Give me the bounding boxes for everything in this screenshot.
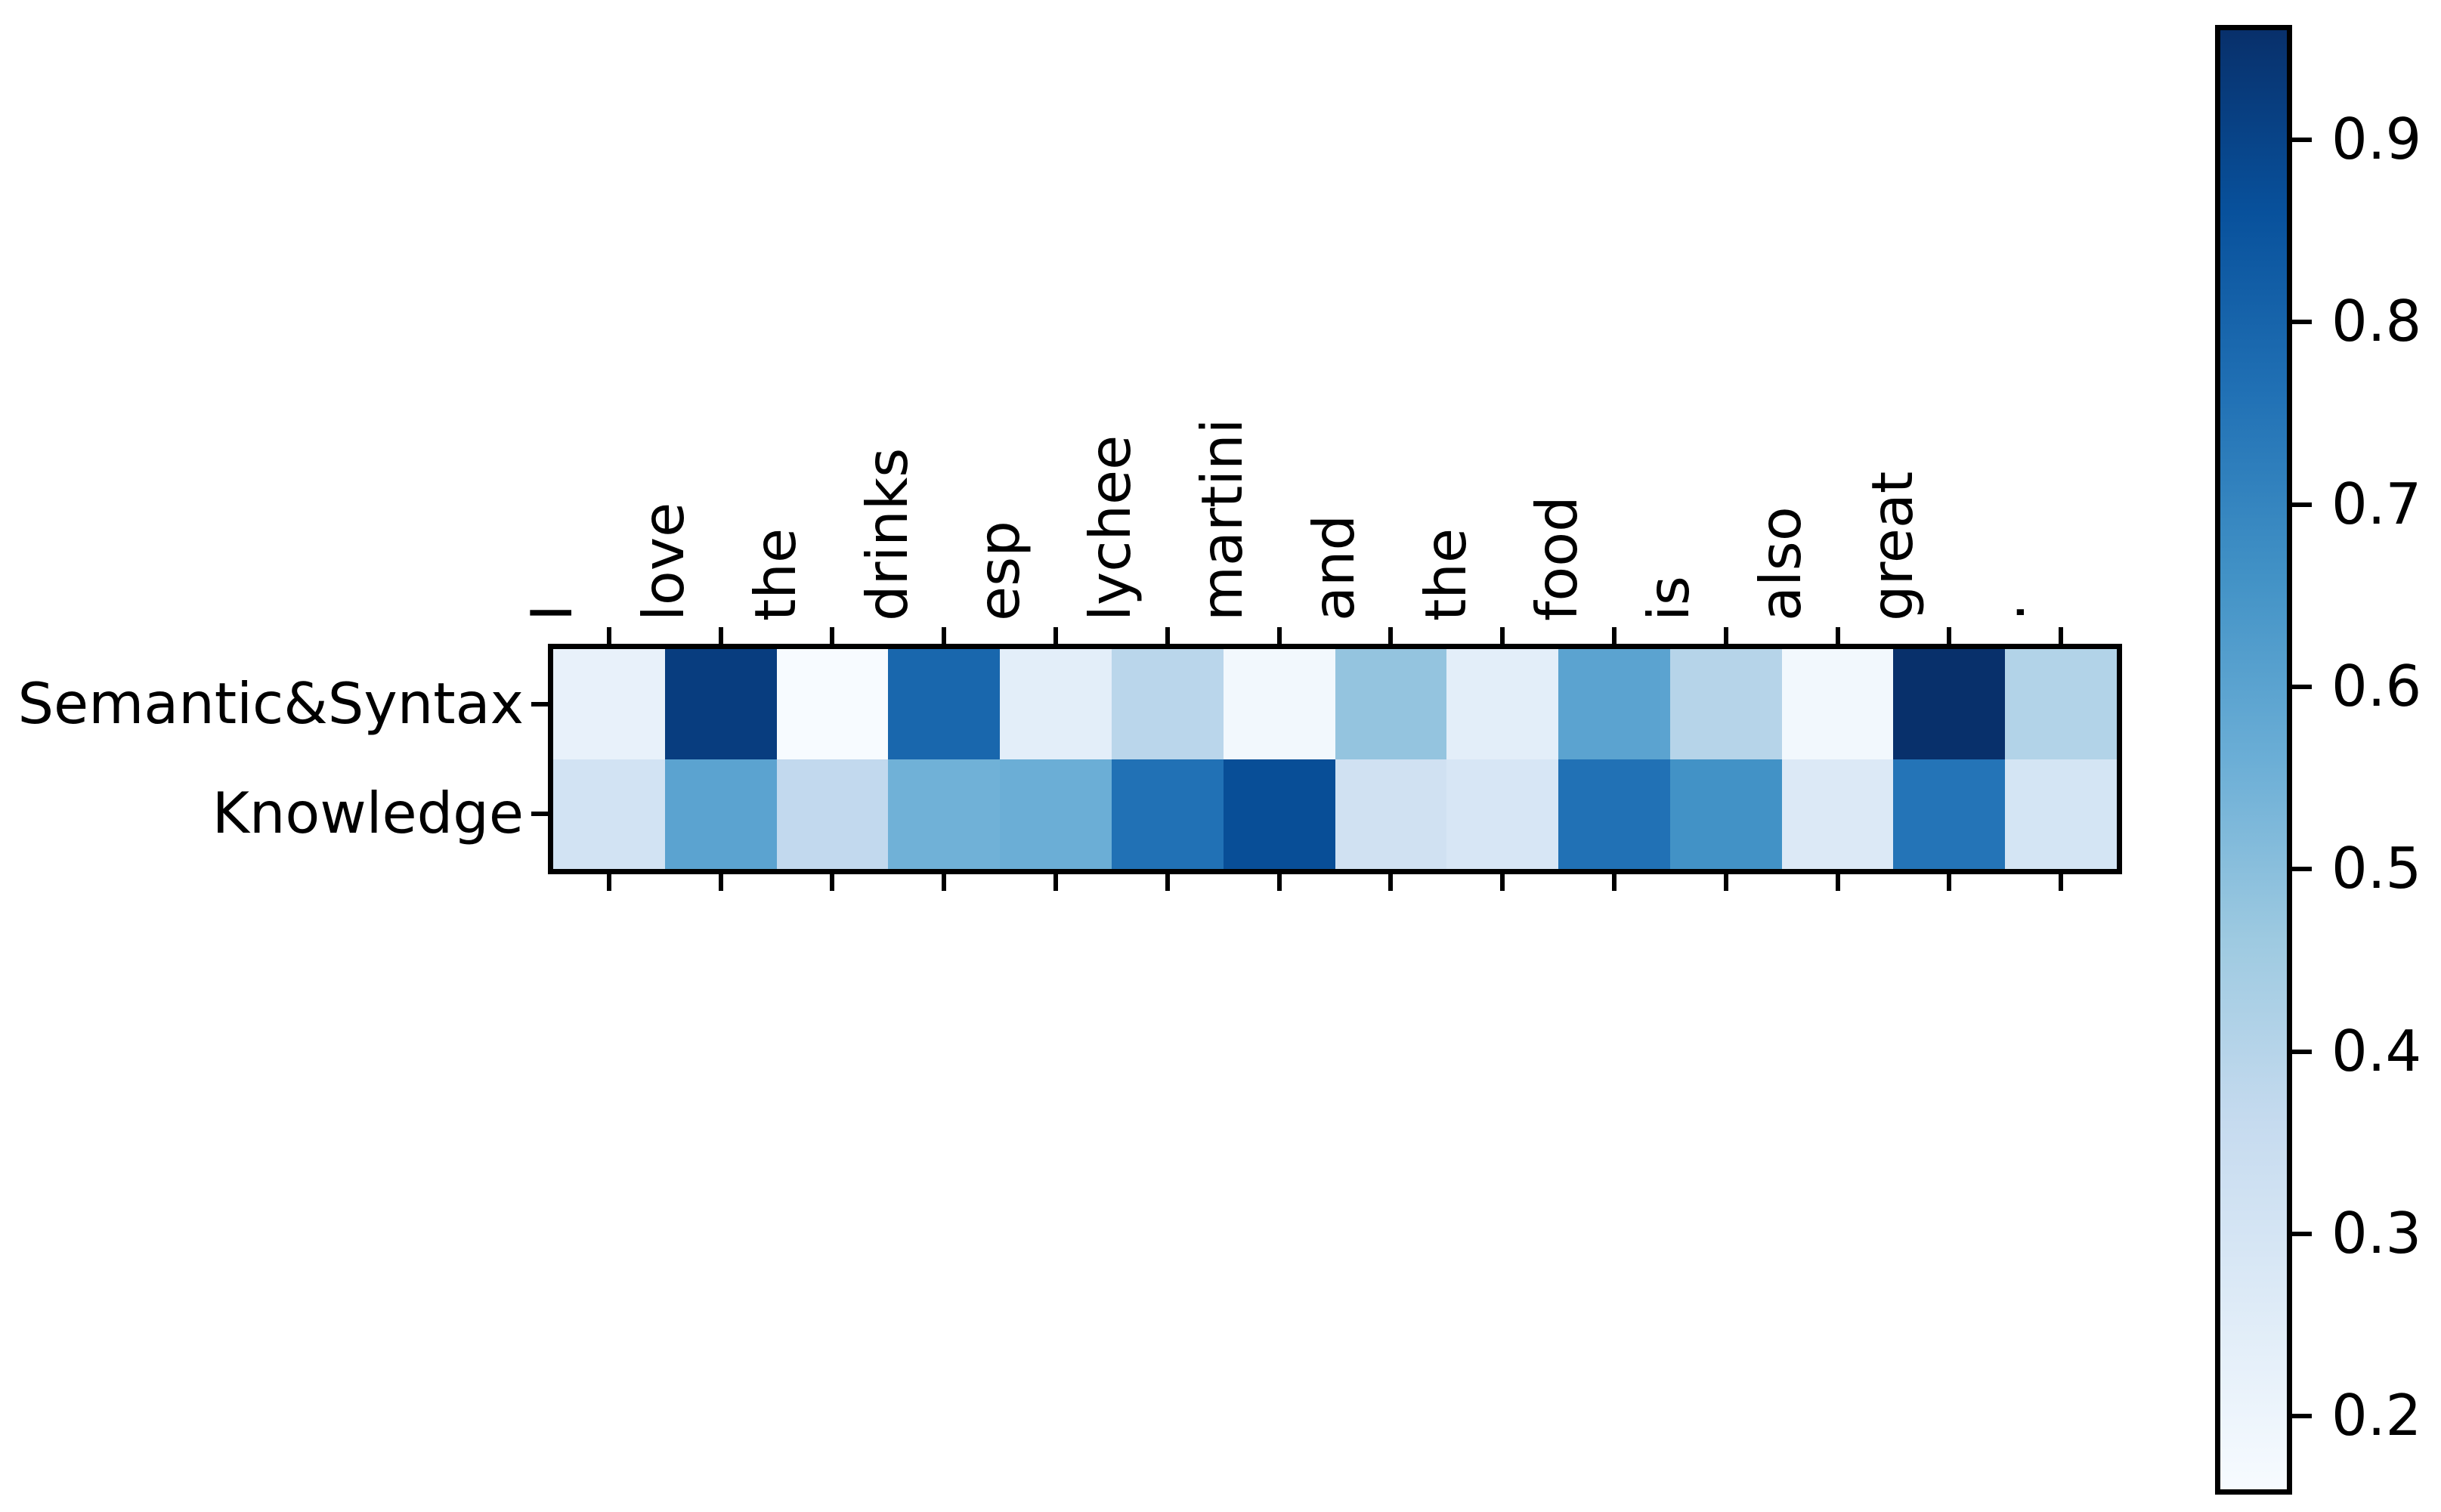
- colorbar-tick-label: 0.3: [2331, 1200, 2422, 1267]
- heatmap-cell: [1669, 649, 1782, 759]
- heatmap-cell: [1111, 649, 1224, 759]
- x-tick: [1053, 627, 1059, 644]
- x-tick: [942, 627, 947, 644]
- x-tick: [1500, 874, 1505, 891]
- x-tick-label: lychee: [1077, 434, 1144, 621]
- x-tick: [1611, 627, 1617, 644]
- heatmap-cell: [2005, 759, 2117, 869]
- heatmap-cell: [2005, 649, 2117, 759]
- x-tick: [1276, 627, 1282, 644]
- x-tick: [1165, 627, 1170, 644]
- x-tick: [1276, 874, 1282, 891]
- x-tick-label: is: [1635, 576, 1703, 621]
- colorbar-tick: [2292, 502, 2312, 507]
- x-tick: [718, 874, 723, 891]
- heatmap-cell: [553, 759, 665, 869]
- x-tick: [1053, 874, 1059, 891]
- x-tick-label: love: [630, 502, 698, 621]
- colorbar-tick-label: 0.9: [2331, 105, 2422, 172]
- x-tick-label: drinks: [853, 447, 920, 621]
- x-tick: [606, 627, 611, 644]
- x-tick-label: martini: [1189, 418, 1256, 621]
- x-tick: [2059, 874, 2064, 891]
- heatmap-cell: [1446, 649, 1559, 759]
- colorbar-tick-label: 0.2: [2331, 1382, 2422, 1449]
- heatmap-cell: [1111, 759, 1224, 869]
- y-tick-label: Knowledge: [212, 780, 524, 847]
- x-tick: [1165, 874, 1170, 891]
- x-tick-label: the: [1412, 527, 1479, 621]
- heatmap-cell: [1335, 649, 1447, 759]
- x-tick: [1835, 874, 1840, 891]
- x-tick: [718, 627, 723, 644]
- colorbar-tick-label: 0.7: [2331, 470, 2422, 537]
- x-tick: [1947, 874, 1952, 891]
- x-tick-label: food: [1524, 496, 1591, 621]
- x-tick-label: the: [741, 527, 809, 621]
- heatmap-cell: [1781, 759, 1894, 869]
- heatmap-cell: [1669, 759, 1782, 869]
- colorbar-gradient: [2220, 30, 2287, 1489]
- heatmap-plot-area: [548, 644, 2122, 874]
- colorbar-tick: [2292, 684, 2312, 689]
- x-tick: [1835, 627, 1840, 644]
- colorbar-tick: [2292, 137, 2312, 142]
- heatmap-cell: [776, 759, 889, 869]
- heatmap-cell: [776, 649, 889, 759]
- x-tick-label: great: [1858, 471, 1926, 621]
- colorbar-tick: [2292, 1049, 2312, 1054]
- heatmap-cell: [553, 649, 665, 759]
- heatmap-cell: [664, 649, 777, 759]
- heatmap-cell: [1558, 759, 1670, 869]
- x-tick: [1388, 627, 1394, 644]
- colorbar-tick-label: 0.8: [2331, 288, 2422, 355]
- heatmap-cell: [1893, 649, 2006, 759]
- x-tick: [1500, 627, 1505, 644]
- x-tick: [1947, 627, 1952, 644]
- heatmap-cell: [664, 759, 777, 869]
- y-tick: [531, 701, 548, 707]
- x-tick-label: esp: [965, 521, 1032, 621]
- colorbar-tick: [2292, 867, 2312, 872]
- heatmap-cell: [1446, 759, 1559, 869]
- colorbar-tick: [2292, 1414, 2312, 1419]
- heatmap-cell: [1000, 759, 1112, 869]
- x-tick: [2059, 627, 2064, 644]
- x-tick: [1723, 627, 1728, 644]
- x-tick: [1611, 874, 1617, 891]
- x-tick: [1723, 874, 1728, 891]
- x-tick: [830, 874, 835, 891]
- x-tick-label: also: [1747, 506, 1815, 621]
- heatmap-cell: [1558, 649, 1670, 759]
- heatmap-cell: [888, 649, 1001, 759]
- x-tick-label: and: [1300, 514, 1367, 621]
- heatmap-cell: [1781, 649, 1894, 759]
- colorbar-tick-label: 0.6: [2331, 652, 2422, 719]
- colorbar: [2215, 25, 2292, 1495]
- colorbar-tick: [2292, 1232, 2312, 1237]
- heatmap-cell: [1223, 649, 1335, 759]
- x-tick: [942, 874, 947, 891]
- x-tick-label: .: [1970, 603, 2037, 621]
- x-tick: [830, 627, 835, 644]
- x-tick-label: I: [518, 604, 586, 621]
- colorbar-tick-label: 0.5: [2331, 835, 2422, 902]
- colorbar-tick: [2292, 320, 2312, 325]
- colorbar-tick-label: 0.4: [2331, 1017, 2422, 1084]
- heatmap-cell: [1335, 759, 1447, 869]
- x-tick: [606, 874, 611, 891]
- heatmap-grid: [553, 649, 2117, 869]
- heatmap-cell: [1000, 649, 1112, 759]
- heatmap-cell: [1223, 759, 1335, 869]
- x-tick: [1388, 874, 1394, 891]
- y-tick-label: Semantic&Syntax: [17, 669, 524, 737]
- y-tick: [531, 812, 548, 817]
- heatmap-cell: [1893, 759, 2006, 869]
- heatmap-cell: [888, 759, 1001, 869]
